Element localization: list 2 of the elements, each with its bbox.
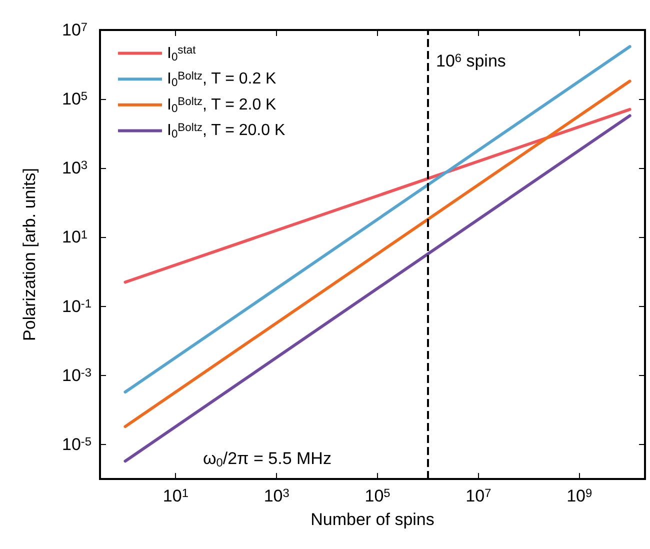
x-axis-title: Number of spins (310, 510, 434, 529)
y-axis-title: Polarization [arb. units] (20, 168, 39, 341)
